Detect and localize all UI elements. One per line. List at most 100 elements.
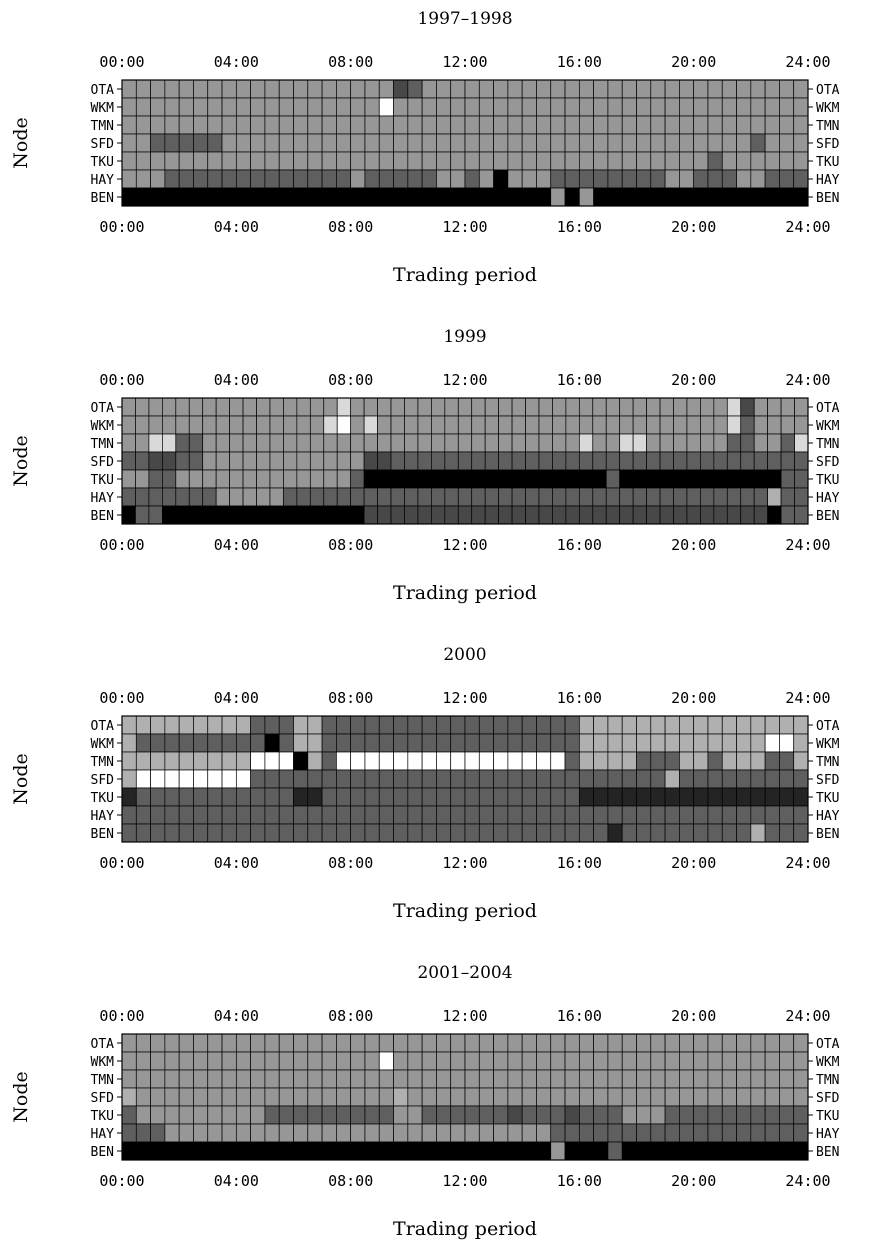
heatmap-cell xyxy=(693,1105,709,1125)
heatmap-cell xyxy=(536,1123,552,1143)
heatmap-cell xyxy=(507,169,523,189)
x-tick-label: 12:00 xyxy=(442,53,487,71)
heatmap-cell xyxy=(740,469,755,489)
heatmap-cell xyxy=(207,1105,223,1125)
heatmap-cell xyxy=(235,1033,251,1053)
heatmap-cell xyxy=(664,823,680,843)
heatmap-cell xyxy=(135,1033,151,1053)
heatmap-cell xyxy=(736,1069,752,1089)
heatmap-cell xyxy=(457,397,473,417)
x-tick-label: 08:00 xyxy=(328,536,373,554)
heatmap-cell xyxy=(507,133,523,153)
heatmap-cell xyxy=(363,451,378,471)
heatmap-cell xyxy=(148,469,163,489)
heatmap-cell xyxy=(636,115,652,135)
y-tick-label: WKM xyxy=(816,1055,840,1070)
heatmap-cell xyxy=(307,1069,323,1089)
heatmap-cell xyxy=(188,487,204,507)
heatmap-cell xyxy=(636,133,652,153)
heatmap-cell xyxy=(650,733,666,753)
heatmap-cell xyxy=(336,1123,352,1143)
heatmap-cell xyxy=(593,79,609,99)
heatmap-cell xyxy=(550,1051,566,1071)
heatmap-cell xyxy=(593,787,609,807)
y-axis-label: Node xyxy=(10,435,32,486)
heatmap-cell xyxy=(498,397,513,417)
heatmap-cell xyxy=(484,505,499,525)
heatmap-cell xyxy=(478,1087,494,1107)
x-tick-label: 12:00 xyxy=(442,1007,487,1025)
heatmap-cell xyxy=(150,751,166,771)
heatmap-cell xyxy=(564,1087,580,1107)
heatmap-cell xyxy=(794,397,809,417)
heatmap-cell xyxy=(378,787,394,807)
heatmap-cell xyxy=(686,451,701,471)
heatmap-cell xyxy=(764,715,780,735)
heatmap-cell xyxy=(135,469,150,489)
x-tick-label: 20:00 xyxy=(671,53,716,71)
heatmap-cell xyxy=(309,433,325,453)
heatmap-cell xyxy=(193,115,209,135)
heatmap-cell xyxy=(493,769,509,789)
heatmap-cell xyxy=(565,451,580,471)
heatmap-cell xyxy=(779,1069,795,1089)
heatmap-cell xyxy=(780,451,795,471)
heatmap-cell xyxy=(721,187,737,207)
y-tick-label: BEN xyxy=(816,827,839,842)
heatmap-cell xyxy=(421,805,437,825)
heatmap-cell xyxy=(121,415,136,435)
heatmap-cell xyxy=(336,733,352,753)
heatmap-cell xyxy=(193,823,209,843)
heatmap-cell xyxy=(707,1141,723,1161)
heatmap-cell xyxy=(421,733,437,753)
heatmap-cell xyxy=(521,751,537,771)
heatmap-cell xyxy=(679,769,695,789)
heatmap-cell xyxy=(350,433,365,453)
heatmap-cell xyxy=(493,169,509,189)
heatmap-cell xyxy=(779,769,795,789)
heatmap-cell xyxy=(363,469,378,489)
heatmap-cell xyxy=(536,151,552,171)
heatmap-cell xyxy=(779,751,795,771)
heatmap-cell xyxy=(664,115,680,135)
heatmap-cell xyxy=(121,169,137,189)
heatmap-cell xyxy=(207,1033,223,1053)
heatmap-cell xyxy=(278,751,294,771)
heatmap-cell xyxy=(378,715,394,735)
heatmap-cell xyxy=(550,733,566,753)
heatmap-cell xyxy=(293,1105,309,1125)
heatmap-cell xyxy=(750,1123,766,1143)
heatmap-cell xyxy=(150,151,166,171)
heatmap-cell xyxy=(188,469,204,489)
heatmap-cell xyxy=(229,469,244,489)
heatmap-cell xyxy=(478,715,494,735)
heatmap-cell xyxy=(721,805,737,825)
heatmap-cell xyxy=(779,115,795,135)
heatmap-cell xyxy=(264,97,280,117)
heatmap-cell xyxy=(242,469,257,489)
heatmap-cell xyxy=(673,487,688,507)
heatmap-cell xyxy=(307,1105,323,1125)
heatmap-cell xyxy=(164,1123,180,1143)
heatmap-cell xyxy=(621,97,637,117)
heatmap-cell xyxy=(135,823,151,843)
heatmap-cell xyxy=(693,1069,709,1089)
heatmap-cell xyxy=(493,805,509,825)
heatmap-cell xyxy=(726,451,742,471)
heatmap-cell xyxy=(178,1087,194,1107)
heatmap-cell xyxy=(764,1141,780,1161)
heatmap-cell xyxy=(632,433,647,453)
heatmap-cell xyxy=(321,733,337,753)
heatmap-cell xyxy=(578,805,594,825)
heatmap-cell xyxy=(673,397,688,417)
heatmap-cell xyxy=(464,1033,480,1053)
heatmap-cell xyxy=(235,97,251,117)
heatmap-cell xyxy=(493,1105,509,1125)
x-tick-label: 12:00 xyxy=(442,1172,487,1190)
y-axis-label: Node xyxy=(10,753,32,804)
heatmap-cell xyxy=(350,1123,366,1143)
heatmap-cell xyxy=(750,751,766,771)
heatmap-cell xyxy=(121,451,136,471)
heatmap-cell xyxy=(659,505,674,525)
heatmap-cell xyxy=(364,1141,380,1161)
